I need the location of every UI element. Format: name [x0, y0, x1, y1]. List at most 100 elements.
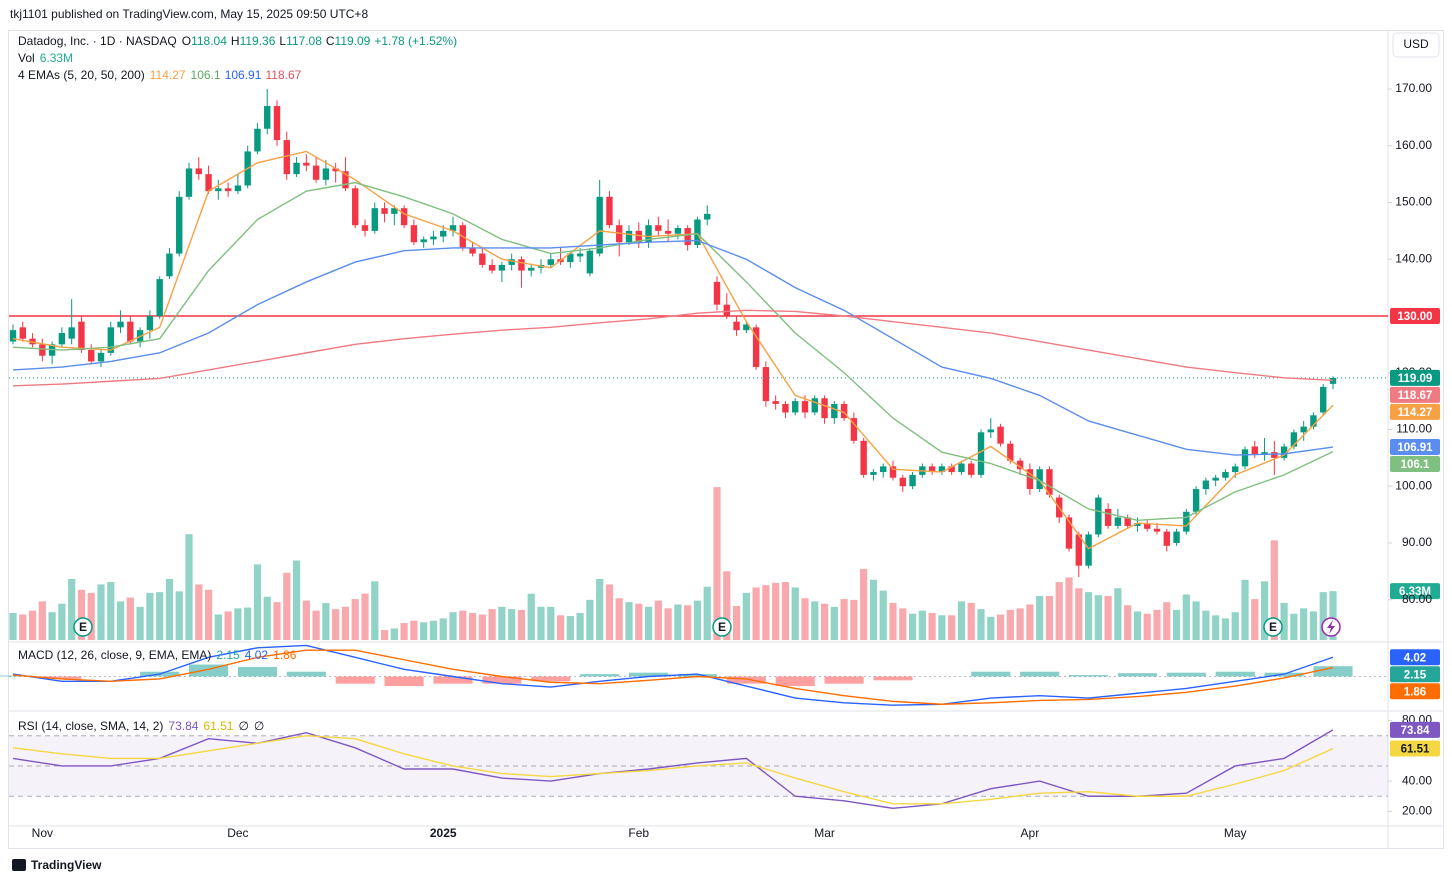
volume-bar: [781, 582, 790, 640]
candle-body: [528, 267, 535, 271]
volume-value: 6.33M: [40, 51, 73, 65]
macd-histogram: [726, 676, 766, 684]
candle-body: [713, 281, 721, 305]
volume-bar: [615, 598, 623, 640]
candle-body: [968, 463, 975, 475]
macd-histogram: [824, 676, 864, 684]
y-tick-label: 160.00: [1395, 138, 1432, 152]
candle-body: [1261, 452, 1268, 456]
candle-body: [655, 225, 662, 231]
volume-bar: [713, 487, 721, 640]
candle-body: [254, 128, 261, 152]
candle-body: [39, 344, 46, 356]
low: 117.08: [286, 34, 322, 48]
open: 118.04: [191, 34, 227, 48]
volume-bar: [1094, 595, 1102, 640]
candle-body: [293, 162, 300, 175]
candle-body: [1222, 472, 1229, 478]
macd-histogram: [1215, 671, 1255, 677]
volume-bar: [1182, 594, 1190, 640]
candle-body: [117, 321, 124, 328]
volume-bar: [860, 568, 868, 640]
earnings-event[interactable]: E: [73, 617, 93, 637]
volume-bar: [801, 598, 809, 640]
volume-bar: [380, 629, 389, 640]
volume-bar: [1163, 602, 1171, 640]
candle-body: [645, 225, 652, 243]
price-tag: [1390, 740, 1440, 757]
volume-bar: [87, 592, 95, 640]
x-tick-label: May: [1224, 826, 1247, 840]
volume-bar: [1055, 582, 1063, 640]
macd-title: MACD (12, 26, close, 9, EMA, EMA): [18, 648, 211, 662]
event-badge[interactable]: [712, 617, 732, 637]
currency[interactable]: USD: [1403, 37, 1429, 51]
candle-body: [606, 196, 613, 226]
price-tag: [1390, 649, 1440, 666]
volume-bar: [410, 620, 418, 640]
volume-bar: [1075, 588, 1083, 640]
candle-body: [909, 474, 916, 487]
candle-body: [381, 208, 388, 214]
earnings-event[interactable]: E: [712, 617, 732, 637]
indicator-line: [12, 309, 1334, 387]
candle-body: [234, 185, 242, 192]
volume-bar: [1270, 540, 1278, 640]
y-tick-label: 90.00: [1402, 535, 1432, 549]
currency-button[interactable]: [1392, 32, 1440, 58]
macd-histogram: [384, 676, 424, 687]
volume-bar: [420, 622, 428, 640]
candle-body: [391, 208, 398, 214]
volume-bar: [283, 572, 291, 640]
candle-body: [1153, 528, 1161, 532]
symbol-legend: Datadog, Inc. · 1D · NASDAQ O118.04 H119.3…: [18, 34, 457, 48]
price-tag: [1390, 721, 1440, 738]
earnings-event[interactable]: E: [1263, 617, 1283, 637]
candle-body: [264, 106, 271, 129]
volume-bar: [371, 581, 379, 640]
y-tick-label: 100.00: [1395, 478, 1432, 492]
macd-histogram: [531, 676, 571, 682]
event-label[interactable]: E: [718, 620, 726, 634]
volume-bar: [146, 592, 154, 640]
volume-bar: [908, 613, 917, 640]
candle-body: [733, 321, 740, 331]
volume-bar: [1016, 608, 1024, 640]
macd-histogram: [237, 666, 277, 677]
candle-body: [1183, 511, 1190, 532]
volume-bar: [449, 612, 457, 640]
volume-bar: [693, 600, 702, 640]
indicator-line: [12, 734, 1334, 805]
ohlc-letter: O: [182, 34, 191, 48]
macd-histogram: [1166, 672, 1206, 677]
volume-bar: [58, 603, 66, 640]
volume-bar: [987, 616, 995, 640]
candle-body: [127, 321, 134, 342]
candle-body: [508, 259, 515, 265]
candle-body: [792, 401, 799, 413]
indicator-line: [12, 644, 1334, 706]
event-badge[interactable]: [1263, 617, 1283, 637]
event-badge[interactable]: [73, 617, 93, 637]
ema-title: 4 EMAs (5, 20, 50, 200): [18, 68, 145, 82]
frame: [8, 30, 1444, 849]
price-tag-label: 106.1: [1401, 459, 1430, 471]
volume-bar: [1260, 581, 1269, 640]
price-tag-label: 6.33M: [1399, 586, 1431, 598]
volume-bar: [9, 612, 17, 640]
price-tag-label: 118.67: [1398, 390, 1433, 402]
volume-bar: [263, 596, 271, 640]
ema-legend: 4 EMAs (5, 20, 50, 200) 114.27 106.1 106.91…: [18, 68, 302, 82]
candle-body: [782, 403, 789, 413]
volume-bar: [899, 608, 907, 640]
change: +1.78 (+1.52%): [374, 34, 457, 48]
volume-bar: [68, 579, 76, 640]
event-label[interactable]: E: [1269, 620, 1277, 634]
volume-bar: [244, 607, 252, 640]
candle-body: [185, 168, 193, 197]
volume-bar: [107, 582, 115, 640]
brand: TradingView: [31, 858, 102, 872]
candle-body: [449, 225, 457, 231]
event-label[interactable]: E: [79, 620, 87, 634]
x-tick-label: Mar: [814, 826, 835, 840]
